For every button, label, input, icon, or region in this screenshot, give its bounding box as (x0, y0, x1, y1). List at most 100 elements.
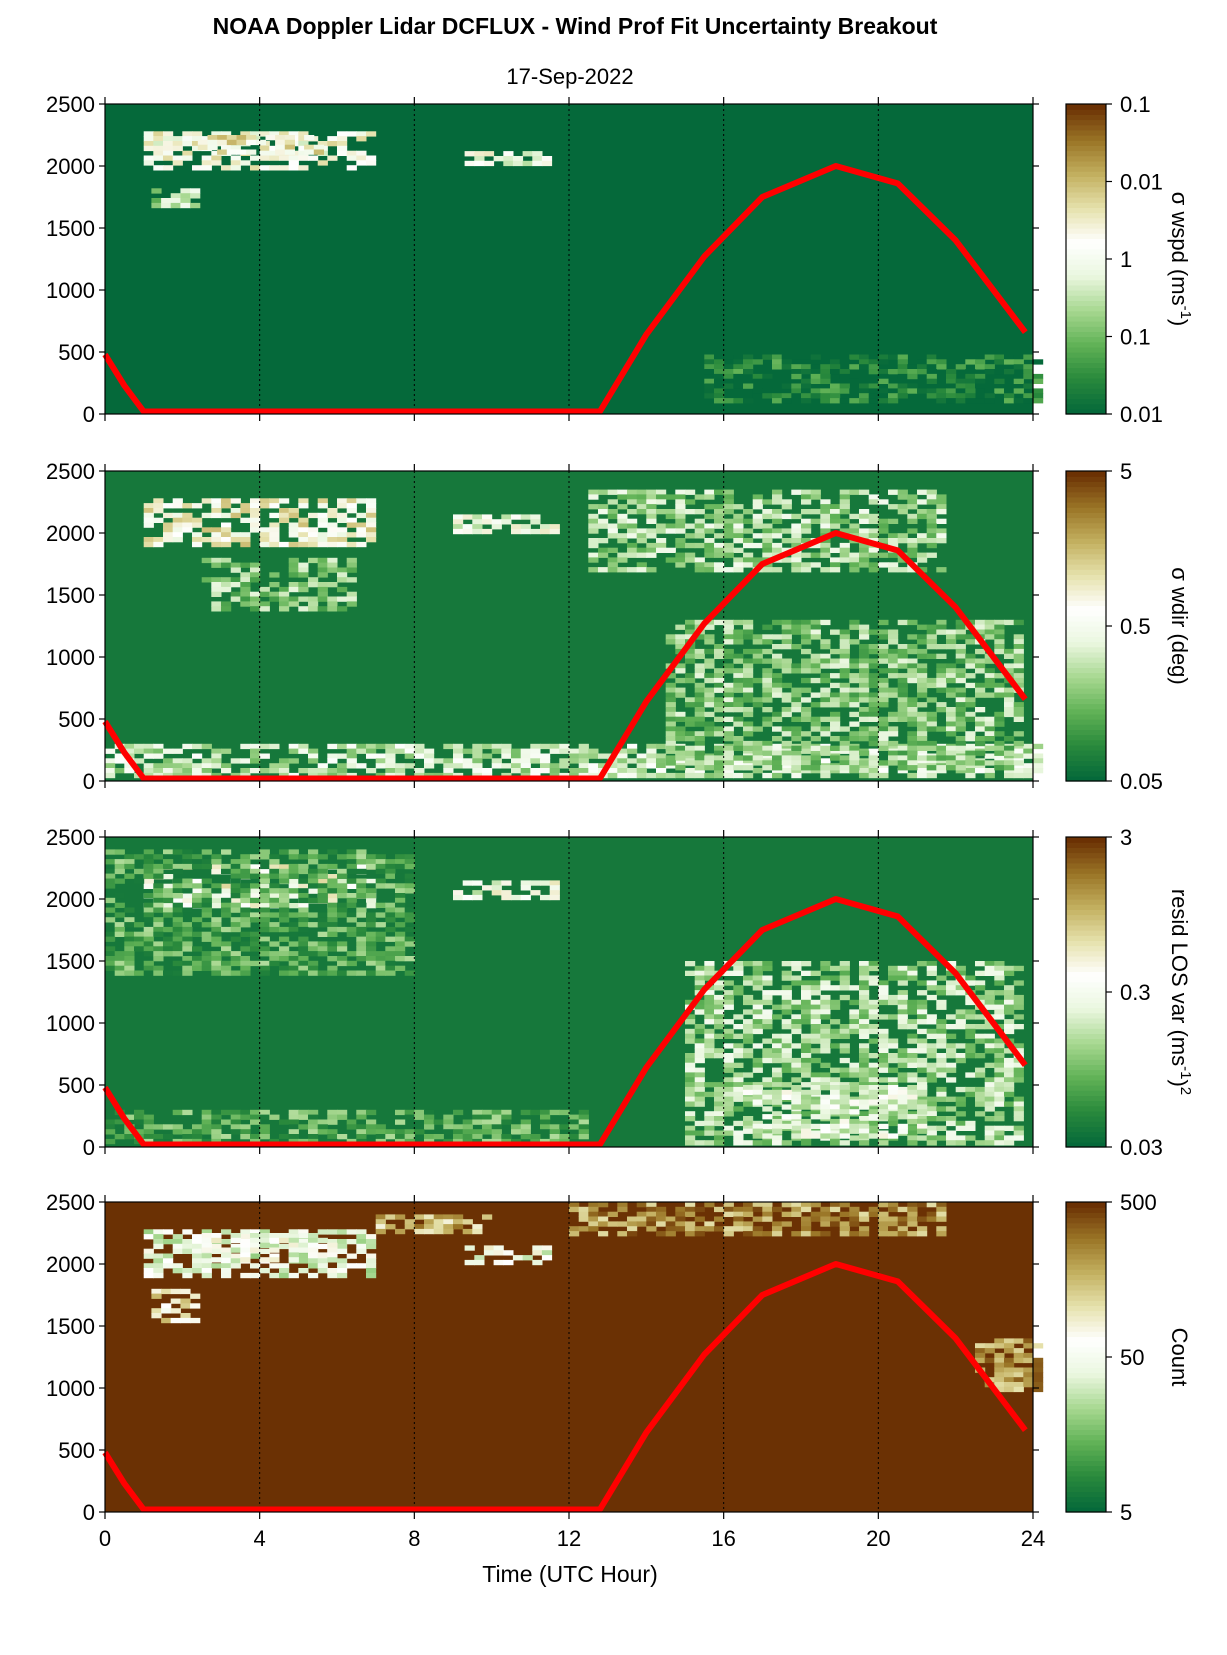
heatmap-cell (549, 768, 560, 774)
heatmap-cell (994, 1140, 1005, 1146)
heatmap-cell (1013, 1062, 1024, 1068)
heatmap-cell (124, 873, 135, 879)
colorbar-step (1066, 595, 1106, 601)
heatmap-cell (733, 716, 744, 722)
heatmap-cell (221, 503, 232, 509)
heatmap-cell (772, 1135, 783, 1141)
heatmap-cell (259, 1248, 270, 1254)
heatmap-cell (375, 902, 386, 908)
heatmap-cell (559, 748, 570, 754)
heatmap-cell (762, 1130, 773, 1136)
heatmap-cell (1004, 398, 1015, 404)
heatmap-cell (801, 1038, 812, 1044)
heatmap-cell (888, 1133, 899, 1139)
heatmap-cell (259, 1129, 270, 1135)
heatmap-cell (201, 922, 212, 928)
heatmap-cell (888, 504, 899, 510)
heatmap-cell (897, 765, 908, 771)
heatmap-cell (743, 1048, 754, 1054)
y-tick-label: 0 (83, 1135, 95, 1160)
heatmap-cell (984, 716, 995, 722)
heatmap-cell (820, 1133, 831, 1139)
heatmap-cell (221, 1258, 232, 1264)
heatmap-cell (356, 931, 367, 937)
heatmap-cell (694, 702, 705, 708)
heatmap-cell (907, 567, 918, 573)
heatmap-cell (733, 765, 744, 771)
heatmap-cell (259, 897, 270, 904)
heatmap-cell (337, 941, 348, 947)
heatmap-cell (994, 624, 1005, 630)
colorbar-label-end: ) (1167, 1079, 1192, 1086)
heatmap-cell (124, 854, 135, 860)
heatmap-cell (917, 509, 928, 515)
heatmap-cell (279, 864, 290, 870)
heatmap-cell (337, 907, 348, 913)
heatmap-cell (356, 1119, 367, 1125)
heatmap-cell (917, 768, 928, 774)
heatmap-cell (182, 522, 193, 528)
heatmap-cell (201, 165, 212, 171)
heatmap-cell (975, 716, 986, 722)
heatmap-cell (723, 639, 734, 645)
heatmap-cell (685, 731, 696, 737)
heatmap-cell (163, 768, 174, 774)
heatmap-cell (810, 990, 821, 996)
heatmap-cell (250, 758, 261, 764)
heatmap-cell (917, 1048, 928, 1054)
heatmap-cell (453, 524, 464, 530)
heatmap-cell (849, 513, 860, 520)
heatmap-cell (207, 135, 218, 141)
heatmap-cell (820, 504, 831, 510)
heatmap-cell (820, 994, 831, 1001)
heatmap-cell (259, 1242, 270, 1248)
heatmap-cell (714, 1216, 725, 1222)
heatmap-cell (298, 888, 309, 894)
heatmap-cell (308, 849, 319, 855)
heatmap-cell (221, 970, 232, 976)
heatmap-cell (984, 369, 995, 375)
heatmap-cell (714, 378, 725, 384)
heatmap-cell (153, 145, 164, 152)
heatmap-cell (472, 890, 483, 896)
heatmap-cell (926, 528, 937, 534)
heatmap-cell (733, 1024, 744, 1030)
colorbar-step (1066, 372, 1106, 379)
heatmap-cell (917, 673, 928, 679)
heatmap-cell (472, 758, 483, 764)
heatmap-cell (955, 1014, 966, 1020)
heatmap-cell (888, 369, 899, 375)
heatmap-cell (781, 528, 792, 534)
heatmap-cell (491, 880, 502, 886)
heatmap-cell (627, 1221, 638, 1227)
heatmap-cell (936, 1033, 947, 1039)
heatmap-cell (704, 994, 715, 1001)
heatmap-cell (965, 1009, 976, 1015)
heatmap-cell (288, 567, 299, 573)
heatmap-cell (955, 726, 966, 732)
heatmap-cell (975, 687, 986, 693)
heatmap-cell (1013, 740, 1024, 747)
heatmap-cell (917, 364, 928, 370)
heatmap-cell (385, 912, 396, 918)
heatmap-cell (211, 748, 222, 754)
heatmap-cell (143, 141, 154, 147)
heatmap-cell (356, 532, 367, 538)
heatmap-cell (849, 378, 860, 384)
colorbar-step (1066, 408, 1106, 415)
heatmap-cell (791, 393, 802, 399)
heatmap-cell (704, 624, 715, 630)
heatmap-cell (801, 1057, 812, 1064)
heatmap-cell (269, 1237, 280, 1244)
heatmap-cell (308, 888, 319, 894)
heatmap-cell (936, 990, 947, 996)
heatmap-cell (532, 151, 543, 157)
heatmap-cell (810, 1057, 821, 1064)
heatmap-cell (182, 1239, 193, 1245)
heatmap-cell (472, 519, 483, 525)
heatmap-cell (366, 522, 377, 528)
colorbar-step (1066, 992, 1106, 998)
heatmap-cell (607, 513, 618, 520)
heatmap-cell (907, 1004, 918, 1010)
heatmap-cell (153, 922, 164, 928)
